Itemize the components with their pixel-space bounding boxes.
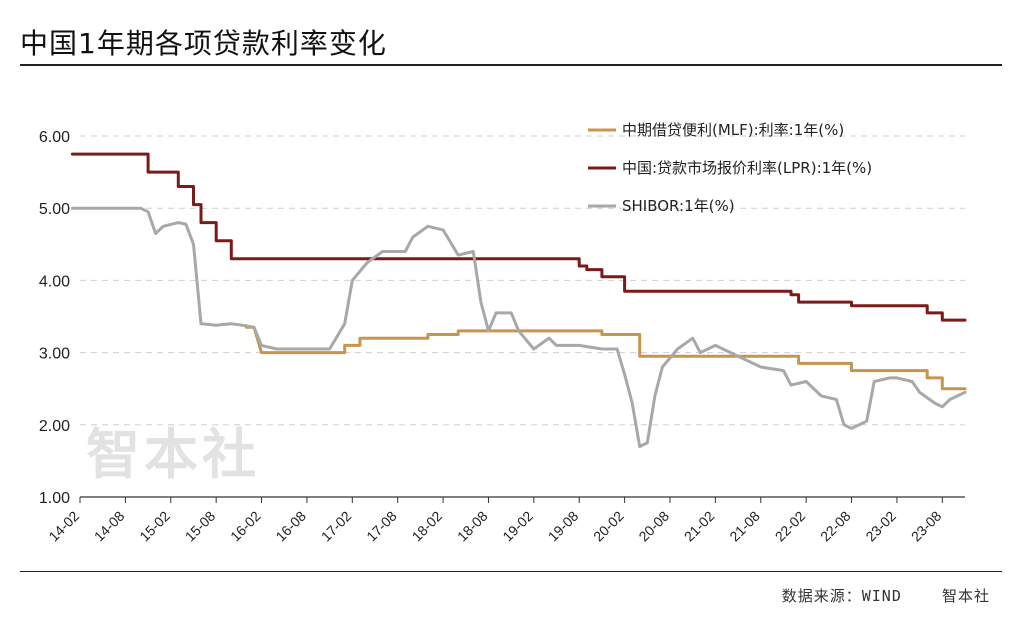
series-line — [70, 152, 967, 322]
series-line — [70, 206, 967, 448]
x-tick-label: 17-08 — [363, 508, 400, 545]
x-tick-label: 15-02 — [136, 508, 173, 545]
title-rule — [20, 64, 1002, 66]
y-tick-label: 1.00 — [39, 490, 70, 507]
source-label: 数据来源：WIND — [781, 587, 902, 605]
y-tick-label: 2.00 — [39, 418, 70, 435]
chart-title: 中国1年期各项贷款利率变化 — [20, 27, 387, 60]
x-tick-label: 14-02 — [45, 508, 82, 545]
x-tick-label: 17-02 — [318, 508, 355, 545]
series-lines — [70, 152, 967, 448]
source-note: 数据来源：WIND 智本社 — [782, 585, 990, 606]
y-tick-label: 3.00 — [39, 346, 70, 363]
x-tick-label: 22-02 — [772, 508, 809, 545]
x-tick-label: 16-02 — [227, 508, 264, 545]
x-tick-labels: 14-02 14-08 15-02 15-08 16-02 16-08 17-02 17-08… — [45, 508, 944, 545]
x-tick-label: 15-08 — [182, 508, 219, 545]
x-tick-label: 18-02 — [409, 508, 446, 545]
grid-lines — [80, 135, 965, 426]
x-tick-label: 16-08 — [272, 508, 309, 545]
x-tick-label: 19-02 — [499, 508, 536, 545]
x-tick-label: 21-08 — [726, 508, 763, 545]
x-tick-label: 23-08 — [908, 508, 945, 545]
legend: 中期借贷便利(MLF):利率:1年(%) 中国:贷款市场报价利率(LPR):1年(… — [588, 121, 872, 215]
x-tick-label: 20-08 — [635, 508, 672, 545]
axes — [79, 496, 965, 503]
footer-rule — [20, 571, 1002, 572]
legend-label: 中国:贷款市场报价利率(LPR):1年(%) — [622, 159, 872, 177]
x-tick-label: 21-02 — [681, 508, 718, 545]
source-brand: 智本社 — [941, 587, 990, 605]
x-tick-label: 23-02 — [862, 508, 899, 545]
watermark: 智本社 — [86, 423, 260, 486]
legend-label: SHIBOR:1年(%) — [622, 197, 735, 215]
x-tick-label: 18-08 — [454, 508, 491, 545]
y-tick-label: 5.00 — [39, 201, 70, 218]
x-tick-label: 20-02 — [590, 508, 627, 545]
y-tick-label: 4.00 — [39, 273, 70, 290]
x-tick-label: 22-08 — [817, 508, 854, 545]
x-tick-label: 14-08 — [91, 508, 128, 545]
legend-label: 中期借贷便利(MLF):利率:1年(%) — [622, 121, 844, 139]
series-line — [244, 325, 967, 391]
y-tick-label: 6.00 — [39, 129, 70, 146]
x-tick-label: 19-08 — [545, 508, 582, 545]
y-tick-labels: 1.00 2.00 3.00 4.00 5.00 6.00 — [39, 129, 70, 507]
